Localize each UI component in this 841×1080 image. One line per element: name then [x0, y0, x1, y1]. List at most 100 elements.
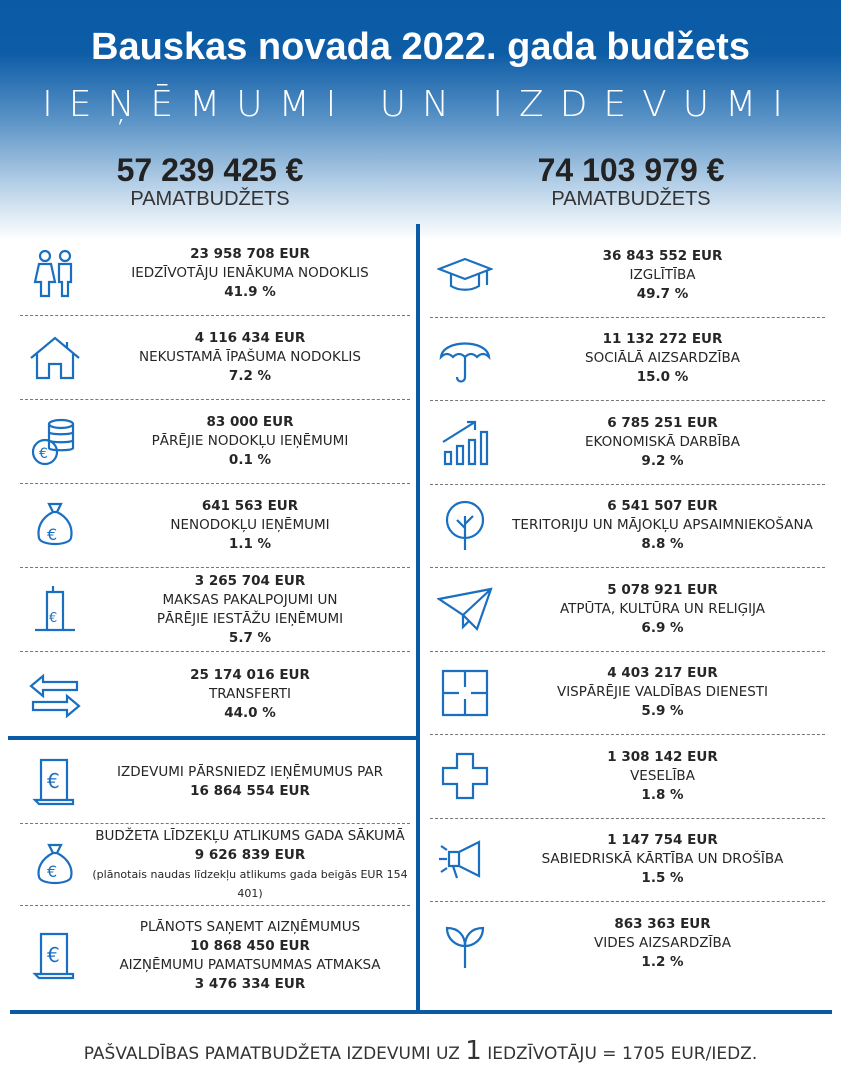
item-percent: 5.9 %: [641, 703, 684, 720]
balance-amount: 9 626 839 EUR: [194, 846, 306, 863]
item-percent: 41.9 %: [224, 284, 276, 300]
item-label: IEDZĪVOTĀJU IENĀKUMA NODOKLIS: [131, 265, 369, 281]
item-percent: 8.8 %: [641, 536, 684, 553]
balance-row: € BUDŽETA LĪDZEKĻU ATLIKUMS GADA SĀKUMĀ 9…: [20, 824, 410, 906]
item-label: SABIEDRISKĀ KĀRTĪBA UN DROŠĪBA: [541, 851, 784, 868]
item-label: VIDES AIZSARDZĪBA: [593, 935, 732, 952]
expense_items-row: 1 308 142 EUR VESELĪBA 1.8 %: [430, 735, 825, 819]
item-amount: 25 174 016 EUR: [190, 666, 310, 683]
repay-label: AIZŅĒMUMU PAMATSUMMAS ATMAKSA: [119, 957, 381, 973]
umbrella-icon: [430, 329, 500, 389]
item-percent: 1.5 %: [641, 870, 684, 887]
item-label: TRANSFERTI: [209, 685, 291, 702]
tree-icon: [430, 496, 500, 556]
revenue_items-row: €3 265 704 EUR MAKSAS PAKALPOJUMI UN PĀRĒJ…: [20, 568, 410, 652]
svg-text:€: €: [47, 525, 57, 544]
item-percent: 7.2 %: [228, 368, 272, 384]
expense_items-row: 4 403 217 EUR VISPĀRĒJIE VALDĪBAS DIENEST…: [430, 652, 825, 735]
svg-text:€: €: [47, 862, 57, 881]
expense_items-row: 36 843 552 EUR IZGLĪTĪBA 49.7 %: [430, 234, 825, 318]
per-capita-footer: PAŠVALDĪBAS PAMATBUDŽETA IZDEVUMI UZ 1 I…: [83, 1036, 758, 1066]
loan-amount: 10 868 450 EUR: [190, 938, 310, 954]
megaphone-icon: [430, 830, 500, 890]
item-amount: 4 403 217 EUR: [607, 665, 718, 682]
money-bag-icon: €: [20, 496, 90, 556]
deficit-label: IZDEVUMI PĀRSNIEDZ IEŅĒMUMUS PAR: [116, 763, 383, 780]
item-label: VISPĀRĒJIE VALDĪBAS DIENESTI: [556, 684, 769, 701]
page-subtitle: IEŅĒMUMI UN IZDEVUMI: [42, 84, 799, 125]
header-banner: [0, 0, 841, 240]
item-amount: 1 147 754 EUR: [607, 832, 718, 849]
item-label-2: PĀRĒJIE IESTĀŽU IEŅĒMUMI: [156, 610, 344, 627]
item-amount: 36 843 552 EUR: [602, 247, 723, 264]
medical-cross-icon: [430, 746, 500, 806]
deficit-row: € IZDEVUMI PĀRSNIEDZ IEŅĒMUMUS PAR 16 864…: [20, 740, 410, 824]
item-amount: 4 116 434 EUR: [194, 330, 306, 346]
revenue-total: 57 239 425 €: [116, 152, 304, 188]
house-icon: [20, 328, 90, 388]
expense_items-row: 6 785 251 EUR EKONOMISKĀ DARBĪBA 9.2 %: [430, 401, 825, 485]
section-divider: [8, 736, 418, 740]
item-percent: 6.9 %: [641, 619, 684, 636]
money-bag-icon: €: [20, 835, 90, 895]
item-amount: 6 541 507 EUR: [607, 498, 718, 515]
revenue_items-row: 4 116 434 EUR NEKUSTAMĀ ĪPAŠUMA NODOKLIS 7…: [20, 316, 410, 400]
item-percent: 49.7 %: [636, 285, 689, 302]
item-label: MAKSAS PAKALPOJUMI UN: [162, 591, 338, 608]
balance-note: (plānotais naudas līdzekļu atlikums gada…: [92, 867, 408, 900]
loan-label: PLĀNOTS SAŅEMT AIZŅĒMUMUS: [139, 919, 361, 935]
svg-text:€: €: [39, 446, 48, 462]
svg-text:€: €: [47, 769, 60, 793]
expense_items-row: 6 541 507 EUR TERITORIJU UN MĀJOKĻU APSAI…: [430, 485, 825, 568]
column-divider: [416, 224, 420, 1014]
revenue_items-row: €83 000 EUR PĀRĒJIE NODOKĻU IEŅĒMUMI 0.1 %: [20, 400, 410, 484]
revenue_items-row: €641 563 EUR NENODOKĻU IEŅĒMUMI 1.1 %: [20, 484, 410, 568]
item-amount: 23 958 708 EUR: [190, 246, 310, 262]
loan-row: € PLĀNOTS SAŅEMT AIZŅĒMUMUS 10 868 450 EU…: [20, 906, 410, 1006]
item-amount: 1 308 142 EUR: [607, 748, 718, 765]
page-title: Bauskas novada 2022. gada budžets: [91, 26, 750, 68]
bottom-divider: [10, 1010, 832, 1014]
growth-chart-icon: [430, 412, 500, 472]
item-percent: 0.1 %: [228, 452, 272, 468]
item-percent: 9.2 %: [641, 452, 684, 469]
expenses-total-label: PAMATBUDŽETS: [551, 188, 711, 210]
euro-document-icon: €: [20, 752, 90, 812]
item-label: VESELĪBA: [630, 767, 695, 784]
expense_items-row: 1 147 754 EUR SABIEDRISKĀ KĀRTĪBA UN DROŠ…: [430, 819, 825, 902]
item-percent: 15.0 %: [636, 369, 689, 386]
item-amount: 83 000 EUR: [206, 414, 294, 430]
item-amount: 11 132 272 EUR: [602, 331, 723, 348]
item-label: ATPŪTA, KULTŪRA UN RELIĢIJA: [559, 600, 766, 617]
expense_items-row: 5 078 921 EUR ATPŪTA, KULTŪRA UN RELIĢIJA…: [430, 568, 825, 652]
item-amount: 5 078 921 EUR: [607, 581, 718, 598]
graduation-cap-icon: [430, 245, 500, 305]
item-amount: 641 563 EUR: [201, 498, 299, 514]
expenses-total: 74 103 979 €: [537, 152, 725, 188]
item-percent: 5.7 %: [228, 629, 272, 646]
item-label: TERITORIJU UN MĀJOKĻU APSAIMNIEKOŠANA: [512, 517, 813, 534]
item-amount: 6 785 251 EUR: [607, 414, 718, 431]
item-label: PĀRĒJIE NODOKĻU IEŅĒMUMI: [151, 433, 349, 449]
item-label: IZGLĪTĪBA: [629, 266, 696, 283]
sprout-icon: [430, 914, 500, 974]
item-label: NENODOKĻU IEŅĒMUMI: [170, 517, 330, 533]
transfer-arrows-icon: [20, 664, 90, 724]
item-amount: 3 265 704 EUR: [194, 572, 306, 589]
coins-icon: €: [20, 412, 90, 472]
item-percent: 1.2 %: [641, 954, 684, 971]
puzzle-icon: [430, 663, 500, 723]
deficit-amount: 16 864 554 EUR: [190, 782, 310, 799]
item-percent: 44.0 %: [224, 704, 276, 721]
building-icon: €: [20, 580, 90, 640]
item-percent: 1.1 %: [228, 536, 272, 552]
revenue_items-row: 23 958 708 EUR IEDZĪVOTĀJU IENĀKUMA NODOK…: [20, 232, 410, 316]
item-label: NEKUSTAMĀ ĪPAŠUMA NODOKLIS: [139, 349, 361, 365]
svg-text:€: €: [47, 943, 60, 967]
paper-plane-icon: [430, 579, 500, 639]
euro-document-icon: €: [20, 926, 90, 986]
revenue_items-row: 25 174 016 EUR TRANSFERTI 44.0 %: [20, 652, 410, 736]
item-percent: 1.8 %: [641, 786, 684, 803]
repay-amount: 3 476 334 EUR: [194, 976, 306, 992]
item-label: SOCIĀLĀ AIZSARDZĪBA: [585, 350, 740, 367]
